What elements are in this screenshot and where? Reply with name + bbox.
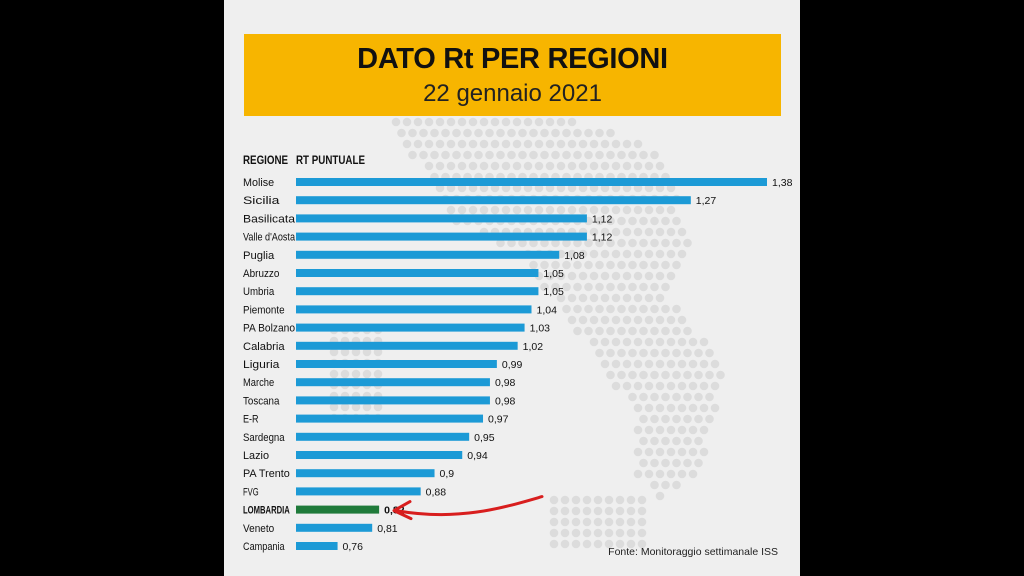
bar bbox=[296, 360, 497, 368]
region-label: Campania bbox=[243, 541, 285, 553]
bar bbox=[296, 432, 470, 441]
bar bbox=[296, 523, 373, 532]
chart-subtitle: 22 gennaio 2021 bbox=[423, 80, 602, 107]
value-label: 1,05 bbox=[543, 286, 564, 298]
region-label: Liguria bbox=[243, 359, 280, 371]
region-label: Toscana bbox=[243, 395, 280, 407]
value-label: 0,95 bbox=[474, 432, 495, 444]
region-label: PA Trento bbox=[243, 468, 290, 480]
region-label: FVG bbox=[243, 486, 259, 498]
value-label: 0,98 bbox=[495, 395, 516, 407]
value-label: 1,12 bbox=[592, 232, 613, 244]
region-label: Basilicata bbox=[243, 213, 296, 225]
bar bbox=[296, 178, 767, 186]
bar bbox=[296, 542, 338, 550]
bar bbox=[296, 469, 435, 478]
bar bbox=[296, 232, 587, 241]
bar bbox=[296, 414, 484, 423]
region-label: Piemonte bbox=[243, 304, 285, 316]
value-label: 0,9 bbox=[440, 468, 455, 480]
region-label: Valle d'Aosta bbox=[243, 232, 296, 244]
infographic-card: DATO Rt PER REGIONI 22 gennaio 2021 REGI… bbox=[224, 0, 800, 576]
bar bbox=[296, 196, 691, 205]
region-label: E-R bbox=[243, 414, 259, 426]
bar bbox=[296, 269, 539, 277]
chart-title: DATO Rt PER REGIONI bbox=[357, 43, 668, 75]
value-label: 0,97 bbox=[488, 414, 509, 426]
bar-chart: Molise 1,38 Sicilia 1,27 Basilicata 1,12 Valle… bbox=[243, 177, 793, 553]
bar bbox=[296, 250, 560, 259]
arrow-head bbox=[392, 500, 413, 521]
region-label: Veneto bbox=[243, 523, 274, 535]
value-label: 0,98 bbox=[495, 377, 516, 389]
region-label: Calabria bbox=[243, 341, 285, 353]
region-label: LOMBARDIA bbox=[243, 505, 290, 517]
value-label: 1,02 bbox=[523, 341, 544, 353]
region-label: Lazio bbox=[243, 450, 269, 462]
region-label: Molise bbox=[243, 177, 274, 189]
value-label: 1,27 bbox=[696, 195, 717, 207]
source-note: Fonte: Monitoraggio settimanale ISS bbox=[608, 546, 778, 558]
region-label: Sicilia bbox=[243, 195, 281, 207]
highlight-arrow bbox=[394, 495, 544, 517]
value-label: 1,04 bbox=[537, 304, 558, 316]
region-label: Puglia bbox=[243, 250, 275, 262]
region-label: Umbria bbox=[243, 286, 275, 298]
value-column-header: RT PUNTUALE bbox=[296, 155, 365, 167]
bar bbox=[296, 323, 525, 332]
value-label: 0,94 bbox=[467, 450, 488, 462]
region-column-header: REGIONE bbox=[243, 155, 289, 167]
region-label: PA Bolzano bbox=[243, 323, 295, 335]
value-label: 0,76 bbox=[343, 541, 364, 553]
bar bbox=[296, 341, 518, 350]
value-label: 0,99 bbox=[502, 359, 523, 371]
region-label: Marche bbox=[243, 377, 274, 389]
bar bbox=[296, 487, 421, 496]
bar bbox=[296, 378, 490, 387]
bar bbox=[296, 214, 587, 223]
value-label: 0,81 bbox=[377, 523, 398, 535]
value-label: 0,88 bbox=[426, 486, 447, 498]
bar bbox=[296, 451, 463, 459]
value-label: 1,38 bbox=[772, 177, 793, 189]
value-label: 1,08 bbox=[564, 250, 585, 262]
value-label: 1,03 bbox=[530, 323, 551, 335]
bar bbox=[296, 305, 532, 314]
bar bbox=[296, 505, 380, 514]
bar bbox=[296, 287, 539, 296]
title-banner: DATO Rt PER REGIONI 22 gennaio 2021 bbox=[244, 34, 781, 116]
region-label: Abruzzo bbox=[243, 268, 279, 280]
value-label: 1,05 bbox=[543, 268, 564, 280]
value-label: 1,12 bbox=[592, 213, 613, 225]
bar bbox=[296, 396, 490, 405]
region-label: Sardegna bbox=[243, 432, 285, 444]
